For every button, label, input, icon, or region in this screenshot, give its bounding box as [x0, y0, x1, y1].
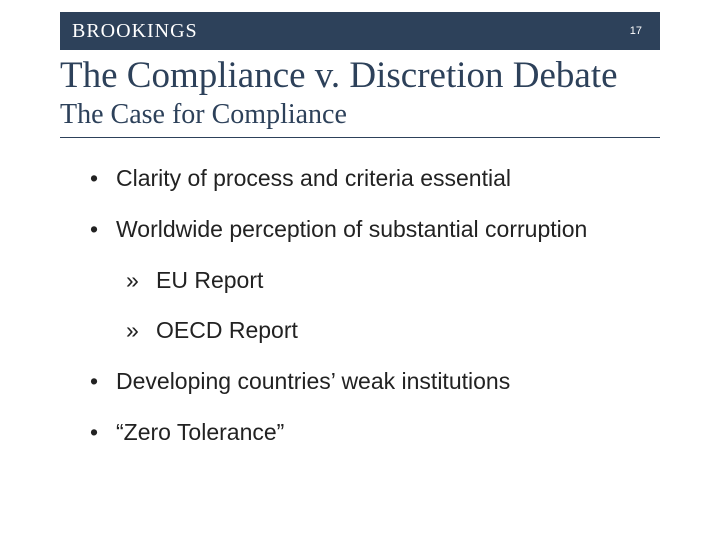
list-item: Clarity of process and criteria essentia… [80, 164, 640, 193]
list-item: Worldwide perception of substantial corr… [80, 215, 640, 345]
sub-bullet-text: EU Report [156, 267, 263, 293]
list-item: Developing countries’ weak institutions [80, 367, 640, 396]
brand-logo: BROOKINGS [72, 20, 198, 43]
bullet-list: Clarity of process and criteria essentia… [80, 164, 640, 447]
sub-list-item: EU Report [116, 266, 640, 295]
bullet-text: “Zero Tolerance” [116, 419, 284, 445]
slide-content: Clarity of process and criteria essentia… [80, 164, 640, 447]
sub-list-item: OECD Report [116, 316, 640, 345]
header-bar: BROOKINGS 17 [60, 12, 660, 50]
page-number: 17 [630, 25, 642, 37]
sub-bullet-text: OECD Report [156, 317, 298, 343]
list-item: “Zero Tolerance” [80, 418, 640, 447]
bullet-text: Clarity of process and criteria essentia… [116, 165, 511, 191]
slide-subtitle: The Case for Compliance [60, 99, 720, 131]
title-divider [60, 137, 660, 138]
bullet-text: Worldwide perception of substantial corr… [116, 216, 587, 242]
sub-list: EU Report OECD Report [116, 266, 640, 346]
slide-title: The Compliance v. Discretion Debate [60, 54, 720, 97]
bullet-text: Developing countries’ weak institutions [116, 368, 510, 394]
